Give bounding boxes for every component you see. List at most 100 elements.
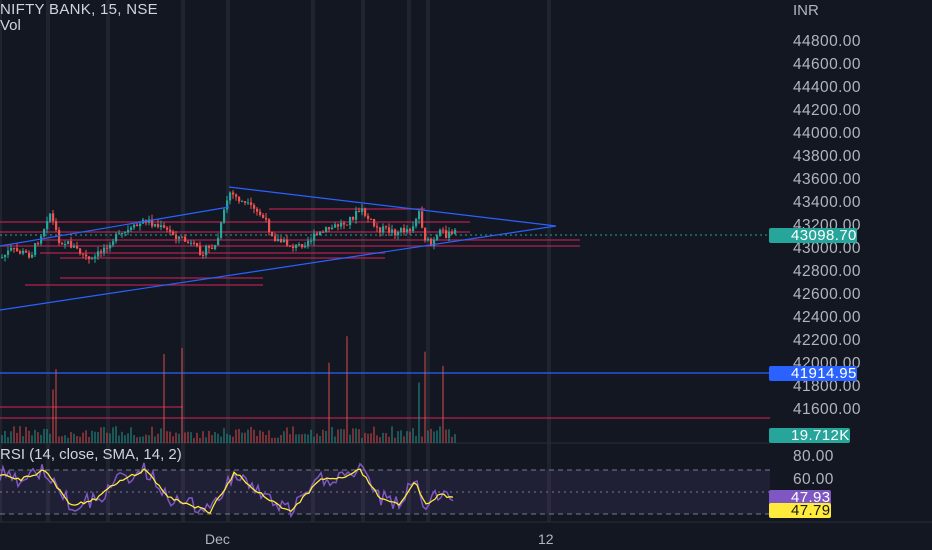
candle-body [136,224,139,227]
volume-bar [367,433,369,443]
candle-body [439,229,442,236]
volume-bar [214,432,216,443]
symbol-title[interactable]: NIFTY BANK, 15, NSE [0,1,158,18]
candle-body [292,246,295,249]
rsi-sma-value-tag[interactable]: 47.79 [769,503,831,518]
volume-bar [361,437,363,443]
volume-bar [28,430,30,443]
candle-body [226,200,229,210]
volume-bar [250,426,252,443]
volume-bar [277,437,279,443]
volume-bar [199,437,201,443]
price-label: 42600.00 [793,286,861,303]
price-label: 41800.00 [793,378,861,395]
candle-body [409,229,412,231]
volume-bar [343,429,345,443]
volume-legend[interactable]: Vol [0,17,21,34]
volume-bar [325,430,327,443]
volume-bar [205,437,207,443]
time-label-12: 12 [538,531,554,547]
volume-bar [388,436,390,443]
volume-bar [25,426,27,443]
volume-bar [283,431,285,443]
candle-body [400,227,403,233]
candle-body [442,229,445,231]
volume-bar [382,432,384,443]
candle-body [337,224,340,227]
price-label: 41600.00 [793,401,861,418]
candle-body [76,245,79,249]
volume-bar [13,426,15,443]
volume-bar [274,437,276,443]
trend-lines[interactable] [0,186,557,311]
candle-body [241,201,244,203]
volume-bar [232,436,234,443]
price-label: 44600.00 [793,56,861,73]
price-label: 43400.00 [793,194,861,211]
candle-body [325,227,328,233]
volume-value-tag[interactable]: 19.712K [769,428,850,443]
volume-bar [103,427,105,443]
level-price-tag[interactable]: 41914.95 [769,366,857,381]
volume-bar [262,431,264,443]
candle-body [424,227,427,241]
candle-body [130,227,133,230]
candle-body [220,222,223,238]
candle-body [310,240,313,242]
volume-bar [313,436,315,443]
candle-body [10,247,13,251]
volume-bar [211,435,213,443]
volume-bar [226,433,228,443]
grid-lines [0,0,932,523]
candle-body [340,222,343,227]
candle-body [328,227,331,230]
candle-body [427,238,430,241]
rsi-axis-label: 80.00 [793,448,834,465]
volume-bar [244,432,246,443]
volume-bar [301,434,303,443]
volume-bar [223,428,225,443]
rsi-value-tag[interactable]: 47.93 [769,490,831,505]
volume-bar [385,433,387,443]
candle-body [160,225,163,228]
candle-body [316,233,319,235]
price-label: 44200.00 [793,102,861,119]
volume-bar [370,433,372,443]
candle-body [40,236,43,244]
candle-body [184,236,187,242]
candle-body [370,218,373,220]
candle-body [445,230,448,238]
volume-bar [16,432,18,443]
volume-bar [142,436,144,443]
rsi-legend[interactable]: RSI (14, close, SMA, 14, 2) [0,446,182,463]
candle-body [88,256,91,260]
volume-bar [1,435,3,443]
volume-bar [121,431,123,443]
volume-bar [373,426,375,443]
volume-bar [61,436,63,443]
time-label-dec: Dec [205,531,230,547]
volume-bar [328,362,330,443]
candle-body [364,208,367,216]
candle-body [19,251,22,254]
candle-body [172,231,175,235]
candle-body [211,247,214,250]
candle-body [385,226,388,228]
candle-body [403,227,406,233]
candle-body [187,241,190,243]
volume-bar [91,430,93,443]
last-price-tag[interactable]: 43098.70 [769,228,857,243]
candle-body [343,222,346,225]
candle-body [217,237,220,246]
trend-line [0,206,230,247]
candle-body [349,216,352,226]
volume-bar [358,429,360,443]
candle-body [394,229,397,236]
candle-body [115,233,118,242]
volume-bar [394,437,396,443]
candle-body [7,250,10,255]
volume-bar [106,432,108,443]
volume-bar [154,436,156,443]
price-label: 44400.00 [793,79,861,96]
